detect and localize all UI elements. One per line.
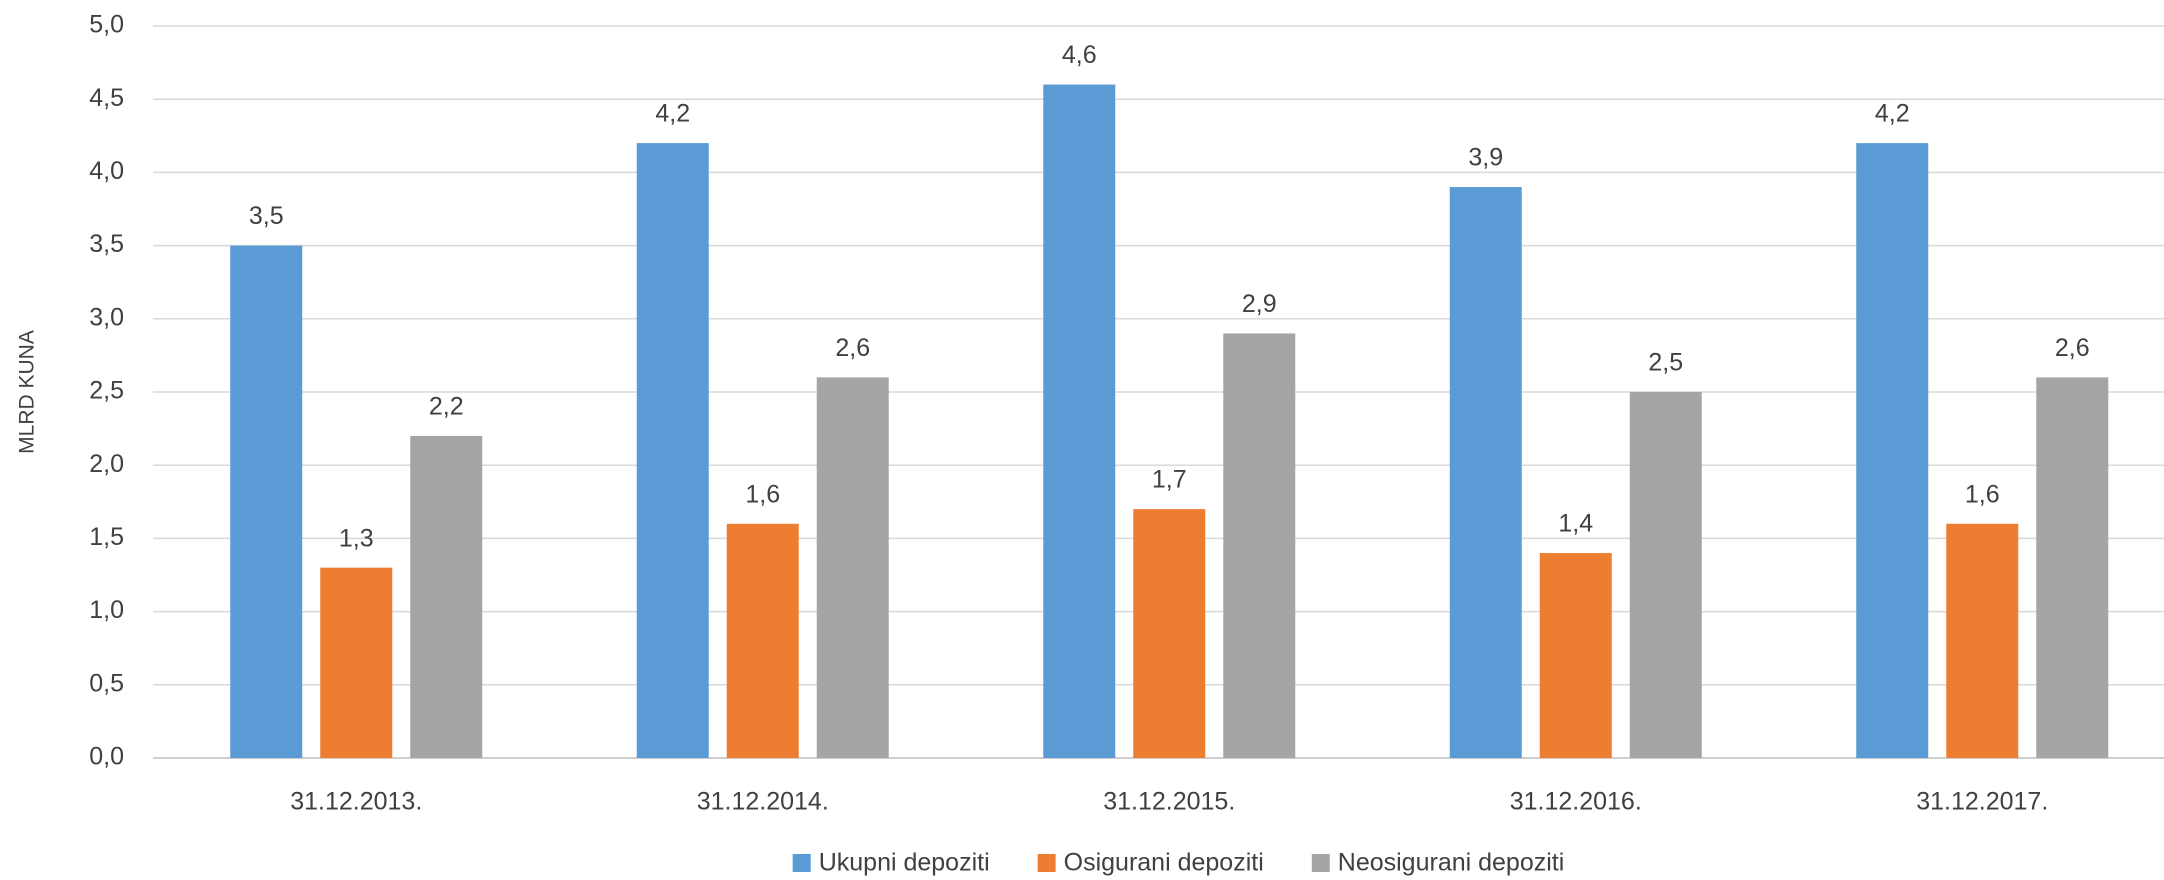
legend-swatch <box>1037 854 1056 872</box>
bar <box>636 143 709 758</box>
x-tick-label: 31.12.2013. <box>290 788 422 816</box>
y-tick-label: 1,0 <box>89 596 124 624</box>
bar <box>230 245 303 759</box>
y-tick-label: 3,5 <box>89 230 124 258</box>
y-tick-label: 5,0 <box>89 11 124 39</box>
value-label: 1,3 <box>339 524 374 552</box>
bar <box>1946 523 2019 758</box>
legend-swatch <box>1311 854 1330 872</box>
y-tick-label: 0,5 <box>89 669 124 697</box>
x-tick-label: 31.12.2016. <box>1510 788 1642 816</box>
bar <box>2036 377 2109 758</box>
legend-swatch <box>792 854 811 872</box>
legend-label: Ukupni depoziti <box>819 849 990 877</box>
bar <box>1223 333 1296 758</box>
bar <box>816 377 889 758</box>
y-tick-label: 0,0 <box>89 743 124 771</box>
y-tick-label: 2,5 <box>89 377 124 405</box>
x-tick-label: 31.12.2015. <box>1103 788 1235 816</box>
x-tick-label: 31.12.2017. <box>1916 788 2048 816</box>
y-tick-label: 4,0 <box>89 157 124 185</box>
value-label: 4,2 <box>655 100 690 128</box>
y-axis-label: MLRD KUNA <box>16 330 39 454</box>
value-label: 4,6 <box>1062 41 1097 69</box>
bar <box>1629 392 1702 758</box>
bar <box>1043 84 1116 758</box>
bar <box>320 567 393 758</box>
value-label: 2,6 <box>835 334 870 362</box>
value-label: 1,6 <box>745 480 780 508</box>
x-tick-label: 31.12.2014. <box>697 788 829 816</box>
value-label: 2,5 <box>1648 349 1683 377</box>
value-label: 4,2 <box>1875 100 1910 128</box>
value-label: 2,6 <box>2055 334 2090 362</box>
bar <box>410 435 483 758</box>
bar <box>1133 509 1206 758</box>
y-tick-label: 2,0 <box>89 450 124 478</box>
value-label: 1,7 <box>1152 466 1187 494</box>
y-tick-label: 4,5 <box>89 84 124 112</box>
bar <box>1449 187 1522 759</box>
value-label: 3,9 <box>1468 144 1503 172</box>
value-label: 2,2 <box>429 393 464 421</box>
bar <box>1856 143 1929 758</box>
bar <box>726 523 799 758</box>
legend-label: Neosigurani depoziti <box>1338 849 1565 877</box>
value-label: 1,4 <box>1558 510 1593 538</box>
y-tick-label: 3,0 <box>89 303 124 331</box>
value-label: 1,6 <box>1965 480 2000 508</box>
bar <box>1539 553 1612 758</box>
value-label: 3,5 <box>249 202 284 230</box>
legend-label: Osigurani depoziti <box>1064 849 1264 877</box>
y-tick-label: 1,5 <box>89 523 124 551</box>
value-label: 2,9 <box>1242 290 1277 318</box>
